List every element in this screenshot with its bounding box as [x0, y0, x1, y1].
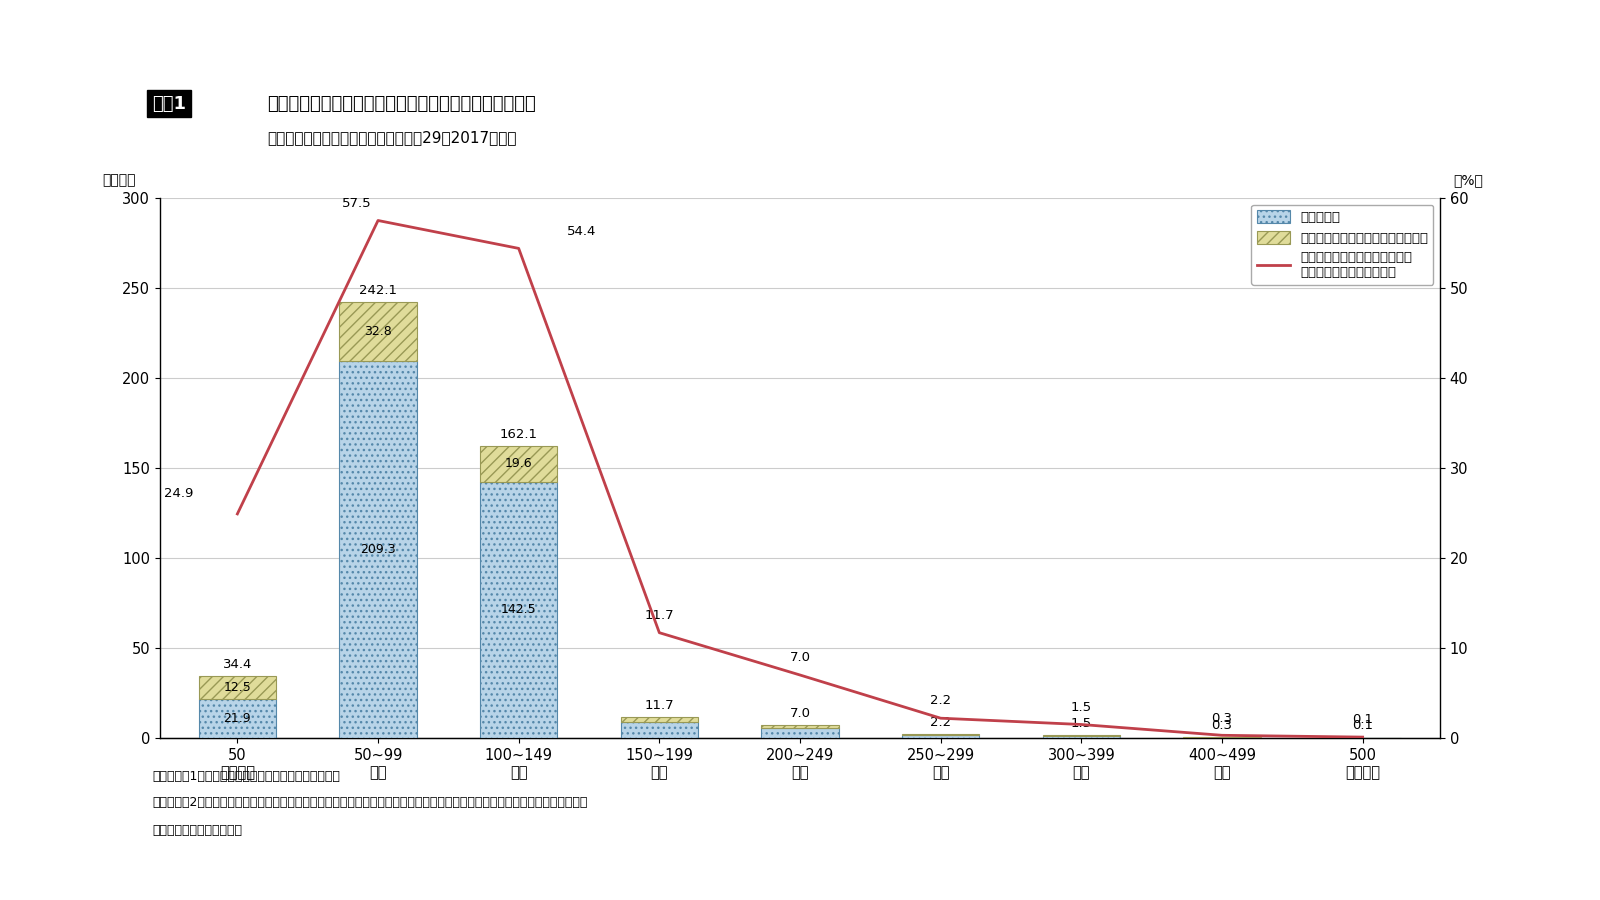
Text: 0.1: 0.1 [1352, 719, 1373, 733]
Bar [198, 676, 277, 698]
Bar [902, 734, 979, 735]
Text: 54.4: 54.4 [568, 225, 597, 238]
Text: 2.2: 2.2 [930, 695, 952, 707]
Bar [762, 728, 838, 738]
Text: 11.7: 11.7 [645, 609, 674, 622]
Text: 19.6: 19.6 [506, 457, 533, 471]
Text: 209.3: 209.3 [360, 543, 395, 556]
就業調整をしている女性の割合
（配偶者あり）（右目盛） [1354, 732, 1373, 742]
Text: 24.9: 24.9 [163, 488, 194, 500]
Bar [339, 361, 416, 738]
就業調整をしている女性の割合
（配偶者あり）（右目盛） [931, 713, 950, 724]
Bar [902, 735, 979, 738]
Text: 242.1: 242.1 [358, 284, 397, 297]
Text: 0.3: 0.3 [1211, 712, 1232, 724]
Text: 11.7: 11.7 [645, 698, 674, 712]
Bar [480, 482, 557, 738]
Text: （配偶者関係、所得階級別）　（平成29（2017）年）: （配偶者関係、所得階級別） （平成29（2017）年） [267, 130, 517, 145]
Bar [762, 725, 838, 728]
Bar [621, 722, 698, 738]
Bar [339, 302, 416, 361]
Bar [198, 698, 277, 738]
就業調整をしている女性の割合
（配偶者あり）（右目盛） [650, 627, 669, 638]
Line: 就業調整をしている女性の割合
（配偶者あり）（右目盛）: 就業調整をしている女性の割合 （配偶者あり）（右目盛） [237, 220, 1363, 737]
Text: 7.0: 7.0 [789, 652, 811, 664]
Text: 7.0: 7.0 [789, 707, 811, 720]
就業調整をしている女性の割合
（配偶者あり）（右目盛） [509, 243, 528, 254]
Text: 32.8: 32.8 [365, 325, 392, 338]
Text: 142.5: 142.5 [501, 603, 536, 616]
Text: 就業調整をしている非正規雇用労働者の女性の数・割合: 就業調整をしている非正規雇用労働者の女性の数・割合 [267, 94, 536, 112]
Text: 2.2: 2.2 [930, 716, 952, 729]
Text: 図表1: 図表1 [152, 94, 186, 112]
Legend: 配偶者あり, 配偶者なし（配偶関係不詳を含む）, 就業調整をしている女性の割合
（配偶者あり）（右目盛）: 配偶者あり, 配偶者なし（配偶関係不詳を含む）, 就業調整をしている女性の割合 … [1251, 204, 1434, 284]
就業調整をしている女性の割合
（配偶者あり）（右目盛） [227, 508, 246, 519]
Text: 1.5: 1.5 [1070, 701, 1091, 714]
Text: 2．「収入を一定の金額以下に抑えるために就業時間や日数を調整していますか」との問に対する「している」との回: 2．「収入を一定の金額以下に抑えるために就業時間や日数を調整していますか」との問… [152, 796, 587, 809]
Text: 0.1: 0.1 [1352, 714, 1373, 726]
Text: 12.5: 12.5 [224, 680, 251, 694]
Text: 34.4: 34.4 [222, 658, 253, 670]
Text: 21.9: 21.9 [224, 712, 251, 724]
Text: 1.5: 1.5 [1070, 717, 1091, 730]
Bar [480, 446, 557, 482]
Text: （備考）　1．総務省「就業構造基本調査」より作成。: （備考） 1．総務省「就業構造基本調査」より作成。 [152, 770, 339, 782]
Bar [621, 717, 698, 722]
就業調整をしている女性の割合
（配偶者あり）（右目盛） [1213, 730, 1232, 741]
就業調整をしている女性の割合
（配偶者あり）（右目盛） [368, 215, 387, 226]
就業調整をしている女性の割合
（配偶者あり）（右目盛） [790, 670, 810, 680]
Bar [1043, 736, 1120, 738]
Text: 答を集計。: 答を集計。 [152, 824, 242, 836]
就業調整をしている女性の割合
（配偶者あり）（右目盛） [1072, 719, 1091, 730]
Text: （万人）: （万人） [102, 173, 136, 187]
Text: 162.1: 162.1 [499, 428, 538, 441]
Text: （%）: （%） [1453, 173, 1483, 187]
Text: 57.5: 57.5 [342, 197, 371, 210]
Text: 0.3: 0.3 [1211, 719, 1232, 732]
